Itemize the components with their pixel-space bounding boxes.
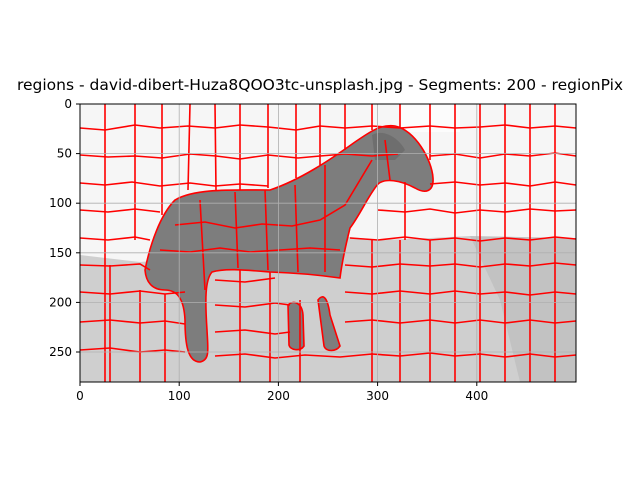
y-tick-label: 100	[49, 196, 72, 210]
image-area	[80, 104, 576, 382]
grid-lines	[80, 104, 576, 382]
x-tick-labels: 0 100 200 300 400	[76, 389, 488, 403]
x-tick-label: 400	[465, 389, 488, 403]
x-tick-label: 300	[366, 389, 389, 403]
y-tick-labels: 0 50 100 150 200 250	[49, 97, 72, 359]
x-axis	[79, 382, 478, 386]
figure-title: regions - david-dibert-Huza8QOO3tc-unspl…	[16, 76, 624, 94]
x-tick-label: 100	[168, 389, 191, 403]
y-tick-label: 250	[49, 345, 72, 359]
y-tick-label: 200	[49, 295, 72, 309]
ground-dark-patch	[470, 236, 576, 382]
x-tick-label: 200	[267, 389, 290, 403]
y-axis	[76, 103, 80, 353]
y-tick-label: 0	[64, 97, 72, 111]
axes-frame	[79, 103, 577, 383]
y-tick-label: 150	[49, 246, 72, 260]
y-tick-label: 50	[57, 147, 72, 161]
x-tick-label: 0	[76, 389, 84, 403]
horse-body	[145, 125, 434, 363]
